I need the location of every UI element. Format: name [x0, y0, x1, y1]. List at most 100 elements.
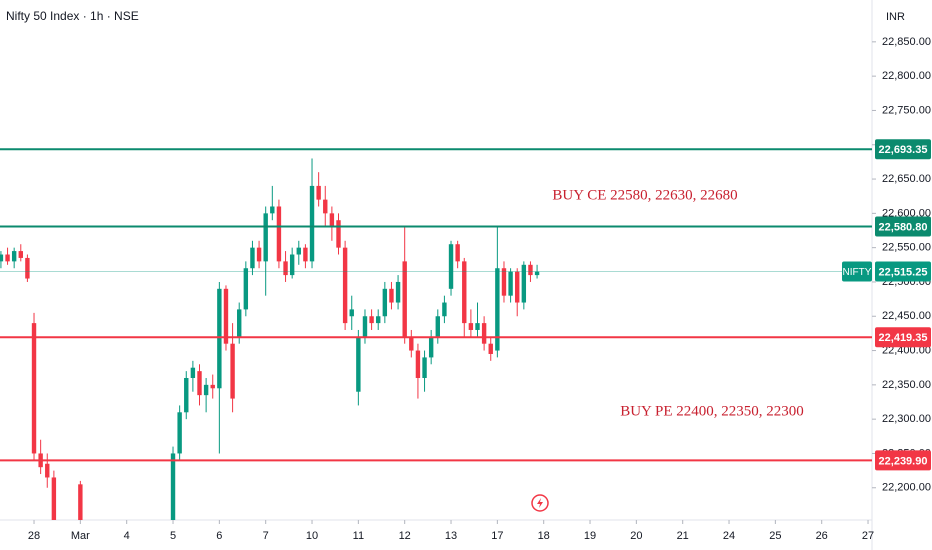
level-label-box — [875, 216, 931, 237]
candle-body — [203, 384, 209, 396]
level-label-box — [875, 450, 931, 471]
y-tick-label: 22,400.00 — [882, 344, 931, 356]
candle-body — [217, 288, 222, 389]
candle-body — [25, 257, 30, 279]
candle-body — [455, 244, 460, 262]
candle-body — [316, 185, 321, 200]
level-label: 22,239.90 — [879, 455, 928, 467]
y-tick-label: 22,750.00 — [882, 104, 931, 116]
candle-body — [495, 268, 500, 351]
x-tick-label: 25 — [769, 530, 781, 542]
candle-body — [31, 323, 37, 454]
candle-body — [534, 271, 540, 276]
x-tick-label: 4 — [124, 530, 130, 542]
replay-icon — [531, 494, 549, 512]
candle-body — [276, 206, 282, 262]
candle-body — [475, 323, 480, 330]
x-tick-label: 7 — [263, 530, 269, 542]
candle-body — [223, 288, 229, 344]
level-label: 22,580.80 — [879, 221, 928, 233]
x-tick-label: 24 — [723, 530, 735, 542]
x-tick-label: 20 — [630, 530, 642, 542]
candle-body — [18, 251, 23, 258]
candle-body — [197, 371, 202, 396]
x-tick-label: 11 — [353, 530, 364, 542]
candle-body — [0, 254, 4, 262]
y-tick-label: 22,300.00 — [882, 413, 931, 425]
candle-body — [508, 271, 513, 296]
candle-body — [481, 323, 487, 344]
annotation: BUY PE 22400, 22350, 22300 — [620, 403, 804, 419]
candle-body — [382, 288, 388, 317]
candle-body — [237, 309, 242, 337]
candle-body — [468, 323, 474, 330]
x-tick-label: 10 — [306, 530, 318, 542]
candle-body — [402, 261, 407, 337]
candle-body — [270, 206, 275, 214]
candle-body — [356, 336, 361, 392]
candle-body — [435, 316, 440, 337]
candle-body — [329, 213, 335, 228]
y-tick-label: 22,650.00 — [882, 173, 931, 185]
plot — [0, 158, 540, 520]
x-tick-label: Mar — [71, 530, 90, 542]
candle-body — [395, 281, 401, 303]
price-label-box — [875, 261, 931, 282]
x-tick-label: 17 — [491, 530, 503, 542]
candle-body — [243, 268, 249, 310]
candle-body — [349, 309, 354, 317]
annotation: BUY CE 22580, 22630, 22680 — [552, 187, 737, 203]
candle-body — [190, 367, 196, 378]
x-tick-label: 27 — [862, 530, 874, 542]
candle-body — [303, 247, 308, 262]
candle-body — [263, 213, 268, 262]
x-tick-label: 5 — [170, 530, 176, 542]
x-tick-label: 12 — [399, 530, 411, 542]
level-label: 22,693.35 — [879, 144, 928, 156]
candle-body — [184, 377, 189, 413]
chart-title: Nifty 50 Index · 1h · NSE — [6, 9, 139, 23]
candle-body — [289, 254, 295, 276]
y-tick-label: 22,200.00 — [882, 482, 931, 494]
y-tick-label: 22,450.00 — [882, 310, 931, 322]
x-tick-label: 21 — [677, 530, 689, 542]
candle-body — [210, 384, 215, 389]
y-tick-label: 22,550.00 — [882, 242, 931, 254]
candle-body — [428, 336, 434, 358]
level-label: 22,419.35 — [879, 332, 928, 344]
candle-body — [362, 316, 368, 337]
candle-body — [422, 357, 427, 378]
price-name-box — [842, 261, 872, 282]
price-name: NIFTY — [843, 267, 872, 278]
y-tick-label: 22,350.00 — [882, 379, 931, 391]
x-tick-label: 18 — [538, 530, 550, 542]
level-label-box — [875, 327, 931, 348]
candle-body — [177, 412, 182, 454]
candle-body — [283, 261, 288, 276]
y-tick-label: 22,600.00 — [882, 207, 931, 219]
candle-body — [342, 247, 348, 324]
candle-body — [170, 453, 176, 520]
x-tick-label: 28 — [28, 530, 40, 542]
x-tick-label: 13 — [445, 530, 457, 542]
candle-body — [488, 343, 493, 354]
currency: INR — [886, 11, 905, 23]
candle-body — [501, 268, 507, 296]
candle-body — [528, 264, 533, 276]
candle-body — [296, 247, 301, 255]
candle-body — [409, 336, 414, 351]
candle-body — [369, 316, 374, 324]
candle-body — [515, 271, 520, 303]
x-tick-label: 6 — [216, 530, 222, 542]
candle-body — [442, 302, 447, 317]
candle-body — [51, 477, 57, 520]
candle-body — [521, 264, 527, 303]
candle-body — [376, 316, 381, 324]
x-tick-label: 19 — [584, 530, 596, 542]
level-label-box — [875, 139, 931, 160]
candle-body — [448, 244, 454, 289]
candle-body — [250, 247, 255, 269]
y-tick-label: 22,800.00 — [882, 70, 931, 82]
candle-body — [462, 261, 467, 324]
